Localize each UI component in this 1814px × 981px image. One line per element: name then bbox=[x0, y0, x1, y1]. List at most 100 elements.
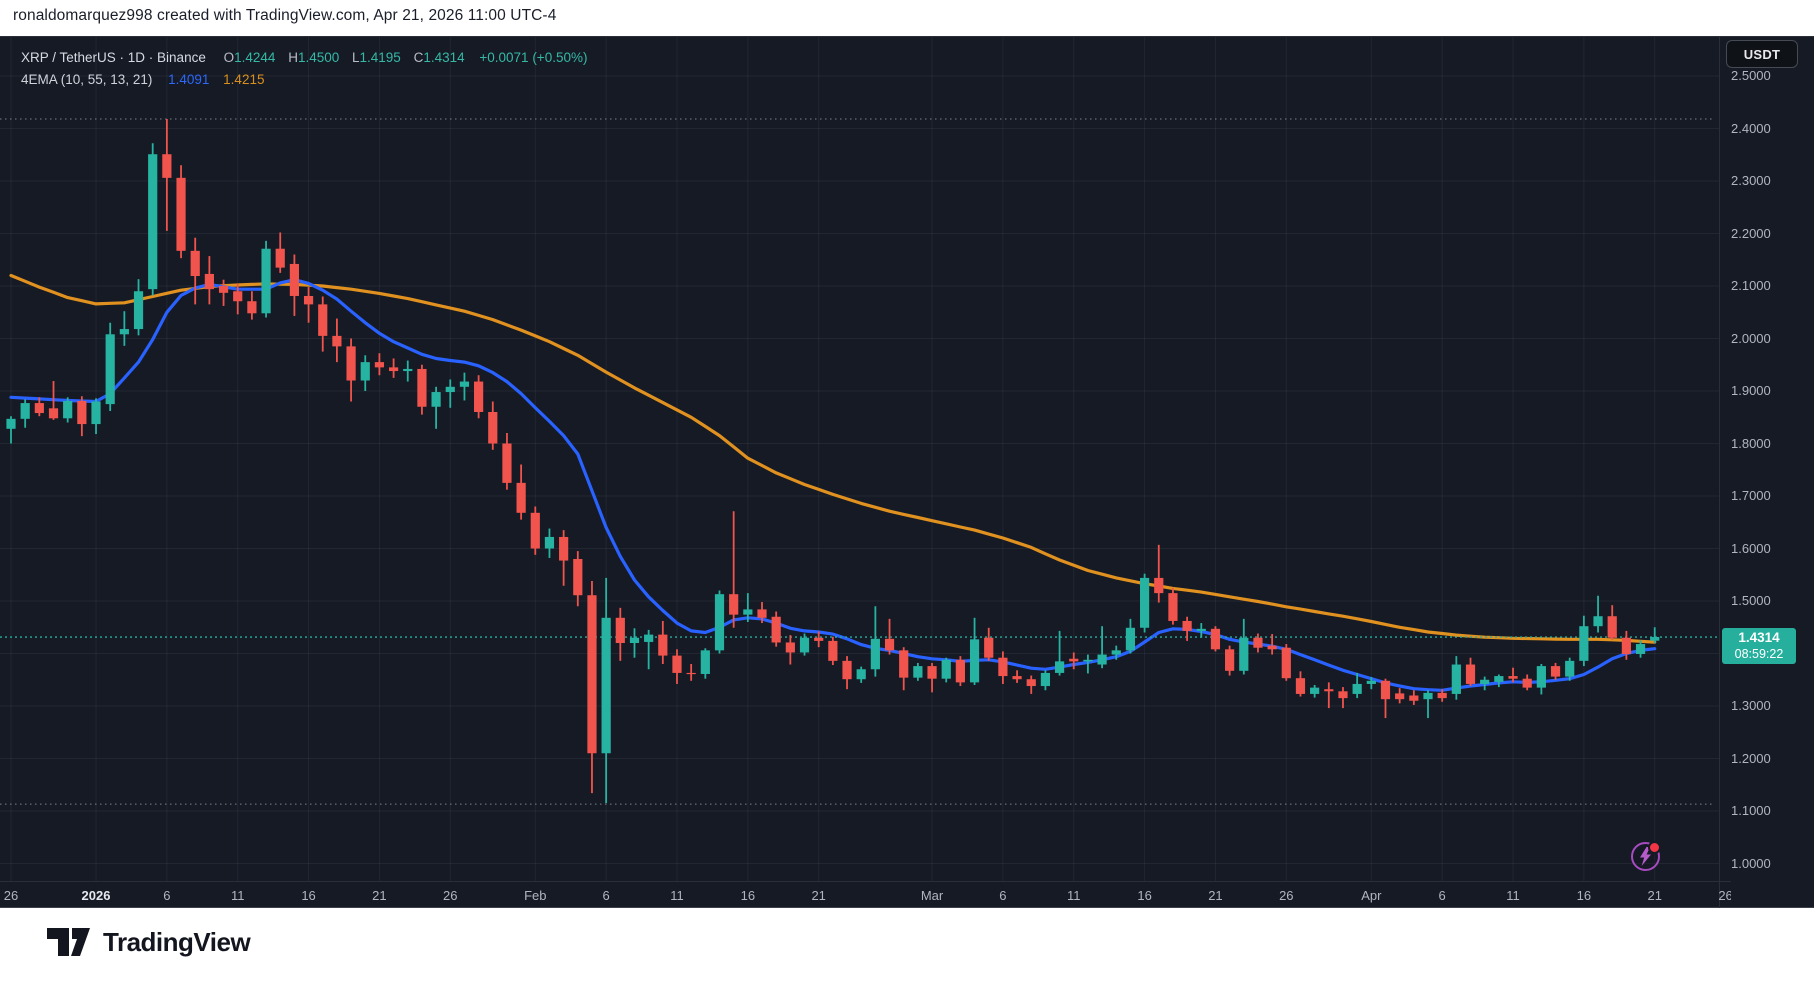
candle-down bbox=[1621, 637, 1631, 655]
footer: TradingView bbox=[0, 908, 1814, 981]
candle-up bbox=[1111, 650, 1121, 655]
candle-down bbox=[1225, 649, 1235, 671]
candle-down bbox=[346, 346, 356, 381]
candle-down bbox=[303, 295, 314, 305]
candle-down bbox=[1168, 593, 1178, 621]
candle-down bbox=[77, 400, 87, 425]
candle-up bbox=[1310, 687, 1320, 694]
candle-down bbox=[686, 672, 696, 675]
candle-up bbox=[629, 637, 640, 643]
candle-down bbox=[814, 637, 824, 641]
candle-up bbox=[6, 418, 16, 429]
candle-down bbox=[374, 362, 385, 368]
candle-down bbox=[1324, 689, 1334, 692]
y-axis-label: 1.8000 bbox=[1731, 435, 1771, 451]
logo-text: TradingView bbox=[103, 926, 251, 957]
candle-down bbox=[785, 642, 795, 653]
y-axis-label: 1.6000 bbox=[1731, 540, 1771, 556]
x-axis-label: 11 bbox=[670, 888, 684, 903]
time-axis[interactable]: 26 2026 6 11 16 21 26 Feb 6 11 16 21 Mar 6 11 16 21 26 Apr… bbox=[0, 881, 1731, 909]
candle-down bbox=[899, 650, 909, 678]
candle-up bbox=[1125, 627, 1136, 651]
candle-up bbox=[799, 637, 810, 653]
candle-up bbox=[1140, 577, 1150, 628]
y-axis-label: 2.0000 bbox=[1731, 330, 1771, 346]
candlestick-chart[interactable] bbox=[0, 37, 1719, 881]
x-axis-label: 11 bbox=[230, 888, 245, 903]
tradingview-logo[interactable]: TradingView bbox=[45, 926, 251, 958]
candle-up bbox=[1196, 628, 1206, 631]
symbol-title[interactable]: XRP / TetherUS · 1D · Binance bbox=[21, 50, 206, 65]
candle-down bbox=[488, 412, 498, 444]
candle-up bbox=[644, 634, 654, 642]
candle-down bbox=[1550, 666, 1561, 677]
candle-down bbox=[1465, 664, 1476, 684]
candle-down bbox=[48, 408, 59, 419]
candle-up bbox=[1352, 683, 1362, 694]
candle-up bbox=[1366, 680, 1376, 684]
x-axis-label: 21 bbox=[372, 888, 387, 903]
candle-down bbox=[1210, 628, 1221, 650]
ema-fast-line bbox=[9, 278, 1657, 692]
candle-up bbox=[1480, 679, 1490, 684]
x-axis-label: 6 bbox=[1438, 888, 1446, 903]
candle-up bbox=[941, 659, 951, 679]
x-axis-label: 16 bbox=[301, 888, 316, 903]
candle-down bbox=[729, 594, 739, 615]
x-axis-label: 21 bbox=[811, 888, 826, 903]
snapshot-attribution: ronaldomarquez998 created with TradingVi… bbox=[13, 7, 557, 24]
candle-down bbox=[1069, 658, 1079, 662]
candle-down bbox=[842, 660, 852, 680]
x-axis-label: 26 bbox=[1279, 888, 1294, 903]
candle-down bbox=[927, 666, 937, 679]
chart-panel: XRP / TetherUS · 1D · Binance O1.4244 H1… bbox=[0, 36, 1814, 909]
candle-down bbox=[1607, 616, 1617, 638]
candle-down bbox=[587, 595, 597, 754]
candle-down bbox=[1026, 679, 1036, 687]
price-axis[interactable]: 1.4314 08:59:22 2.5000 2.4000 2.3000 2.2000… bbox=[1719, 37, 1814, 909]
candle-down bbox=[615, 617, 625, 643]
candle-up bbox=[1494, 676, 1504, 682]
candle-up bbox=[261, 248, 271, 314]
candle-down bbox=[332, 335, 342, 347]
indicator-name[interactable]: 4EMA (10, 55, 13, 21) bbox=[21, 72, 153, 87]
x-axis-label: 16 bbox=[1137, 888, 1152, 903]
candle-down bbox=[998, 657, 1008, 677]
candle-up bbox=[403, 368, 413, 372]
x-axis-label: 2026 bbox=[81, 888, 111, 903]
indicator-value-fast: 1.4091 bbox=[168, 72, 210, 87]
candle-down bbox=[1154, 577, 1164, 594]
currency-toggle-button[interactable]: USDT bbox=[1726, 40, 1798, 68]
candle-up bbox=[700, 650, 710, 674]
y-axis-label: 2.2000 bbox=[1731, 225, 1771, 241]
candle-up bbox=[870, 638, 880, 670]
x-axis-label: 21 bbox=[1208, 888, 1223, 903]
candle-down bbox=[573, 559, 583, 596]
candle-up bbox=[714, 594, 725, 651]
candle-up bbox=[1635, 644, 1646, 655]
quick-trade-button[interactable] bbox=[1631, 841, 1661, 871]
x-axis-label: 6 bbox=[999, 888, 1007, 903]
candle-down bbox=[275, 248, 285, 268]
indicator-row: 4EMA (10, 55, 13, 21) 1.4091 1.4215 bbox=[21, 69, 587, 91]
candle-up bbox=[601, 617, 611, 754]
tradingview-mark-icon bbox=[47, 928, 90, 956]
candle-down bbox=[1338, 691, 1348, 699]
candle-down bbox=[474, 381, 484, 412]
candle-up bbox=[1239, 637, 1249, 671]
candle-down bbox=[34, 403, 44, 414]
candle-down bbox=[1281, 647, 1291, 679]
candle-down bbox=[1395, 693, 1405, 700]
x-axis-label: 11 bbox=[1506, 888, 1520, 903]
candle-down bbox=[1012, 676, 1022, 680]
x-axis-label: 26 bbox=[1718, 888, 1731, 903]
candle-down bbox=[955, 659, 965, 683]
high-value: H1.4500 bbox=[288, 50, 340, 65]
candle-up bbox=[459, 381, 470, 387]
x-axis-label: Feb bbox=[524, 888, 547, 903]
candle-up bbox=[1083, 659, 1093, 662]
candle-down bbox=[516, 482, 526, 513]
candle-up bbox=[1536, 666, 1546, 688]
candle-down bbox=[828, 640, 838, 661]
candle-up bbox=[856, 669, 866, 680]
